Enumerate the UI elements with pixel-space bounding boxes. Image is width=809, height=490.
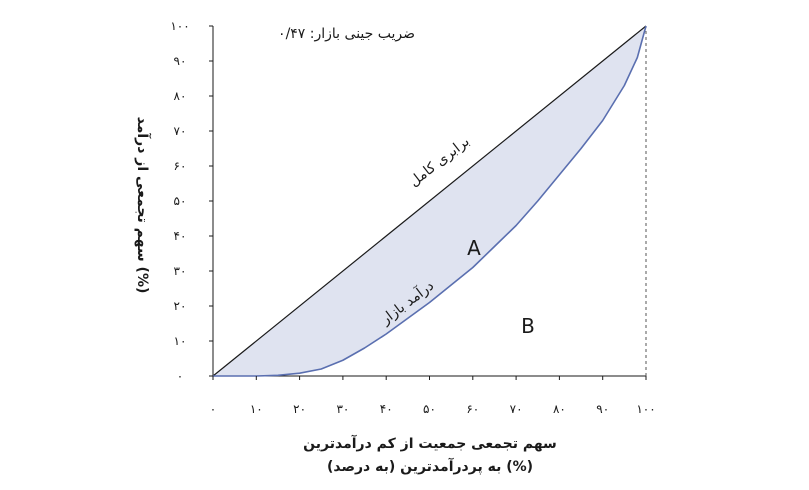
x-tick-label: ۵۰ [423, 402, 436, 416]
y-tick-label: ۴۰ [174, 229, 187, 243]
x-tick-label: ۶۰ [466, 402, 479, 416]
region-a-label: A [467, 236, 481, 260]
x-axis-title-line1: سهم تجمعی جمعیت از کم درآمدترین [303, 434, 557, 452]
x-tick-label: ۲۰ [293, 402, 306, 416]
equality-line [212, 25, 647, 377]
x-tick-label: ۱۰ [250, 402, 263, 416]
x-tick-label: ۳۰ [336, 402, 349, 416]
y-tick-label: ۲۰ [174, 299, 187, 313]
y-tick-label: ۱۰۰ [170, 19, 189, 33]
y-tick-label: ۸۰ [174, 89, 187, 103]
x-tick-label: ۱۰۰ [636, 402, 655, 416]
y-tick-label: ۶۰ [174, 159, 187, 173]
x-tick-label: ۰ [210, 402, 216, 416]
x-axis-title-line2: به پردرآمدترین (به درصد) (%) [327, 457, 533, 475]
y-tick-label: ۵۰ [174, 194, 187, 208]
y-tick-label: ۰ [177, 369, 183, 383]
y-tick-label: ۷۰ [174, 124, 187, 138]
lines-layer [212, 25, 647, 377]
ticks-layer: ۰ ۱۰ ۲۰ ۳۰ ۴۰ ۵۰ ۶۰ ۷۰ ۸۰ ۹۰ ۱۰۰ ۰ ۱۰ ۲۰ ۳۰ ۴۰ ۵۰ ۶۰ ۷۰ ۸۰ ۹… [170, 19, 655, 416]
x-tick-label: ۸۰ [553, 402, 566, 416]
region-b-label: B [521, 314, 535, 338]
x-tick-label: ۷۰ [510, 402, 523, 416]
lorenz-curve [213, 25, 647, 377]
x-tick-label: ۹۰ [596, 402, 609, 416]
y-tick-label: ۱۰ [174, 334, 187, 348]
x-tick-label: ۴۰ [380, 402, 393, 416]
y-tick-label: ۳۰ [174, 264, 187, 278]
y-axis-title: سهم تجمعی از درآمد (%) [134, 117, 152, 294]
y-tick-label: ۹۰ [174, 54, 187, 68]
gini-annotation: ضریب جینی بازار: ۰/۴۷ [278, 26, 415, 42]
